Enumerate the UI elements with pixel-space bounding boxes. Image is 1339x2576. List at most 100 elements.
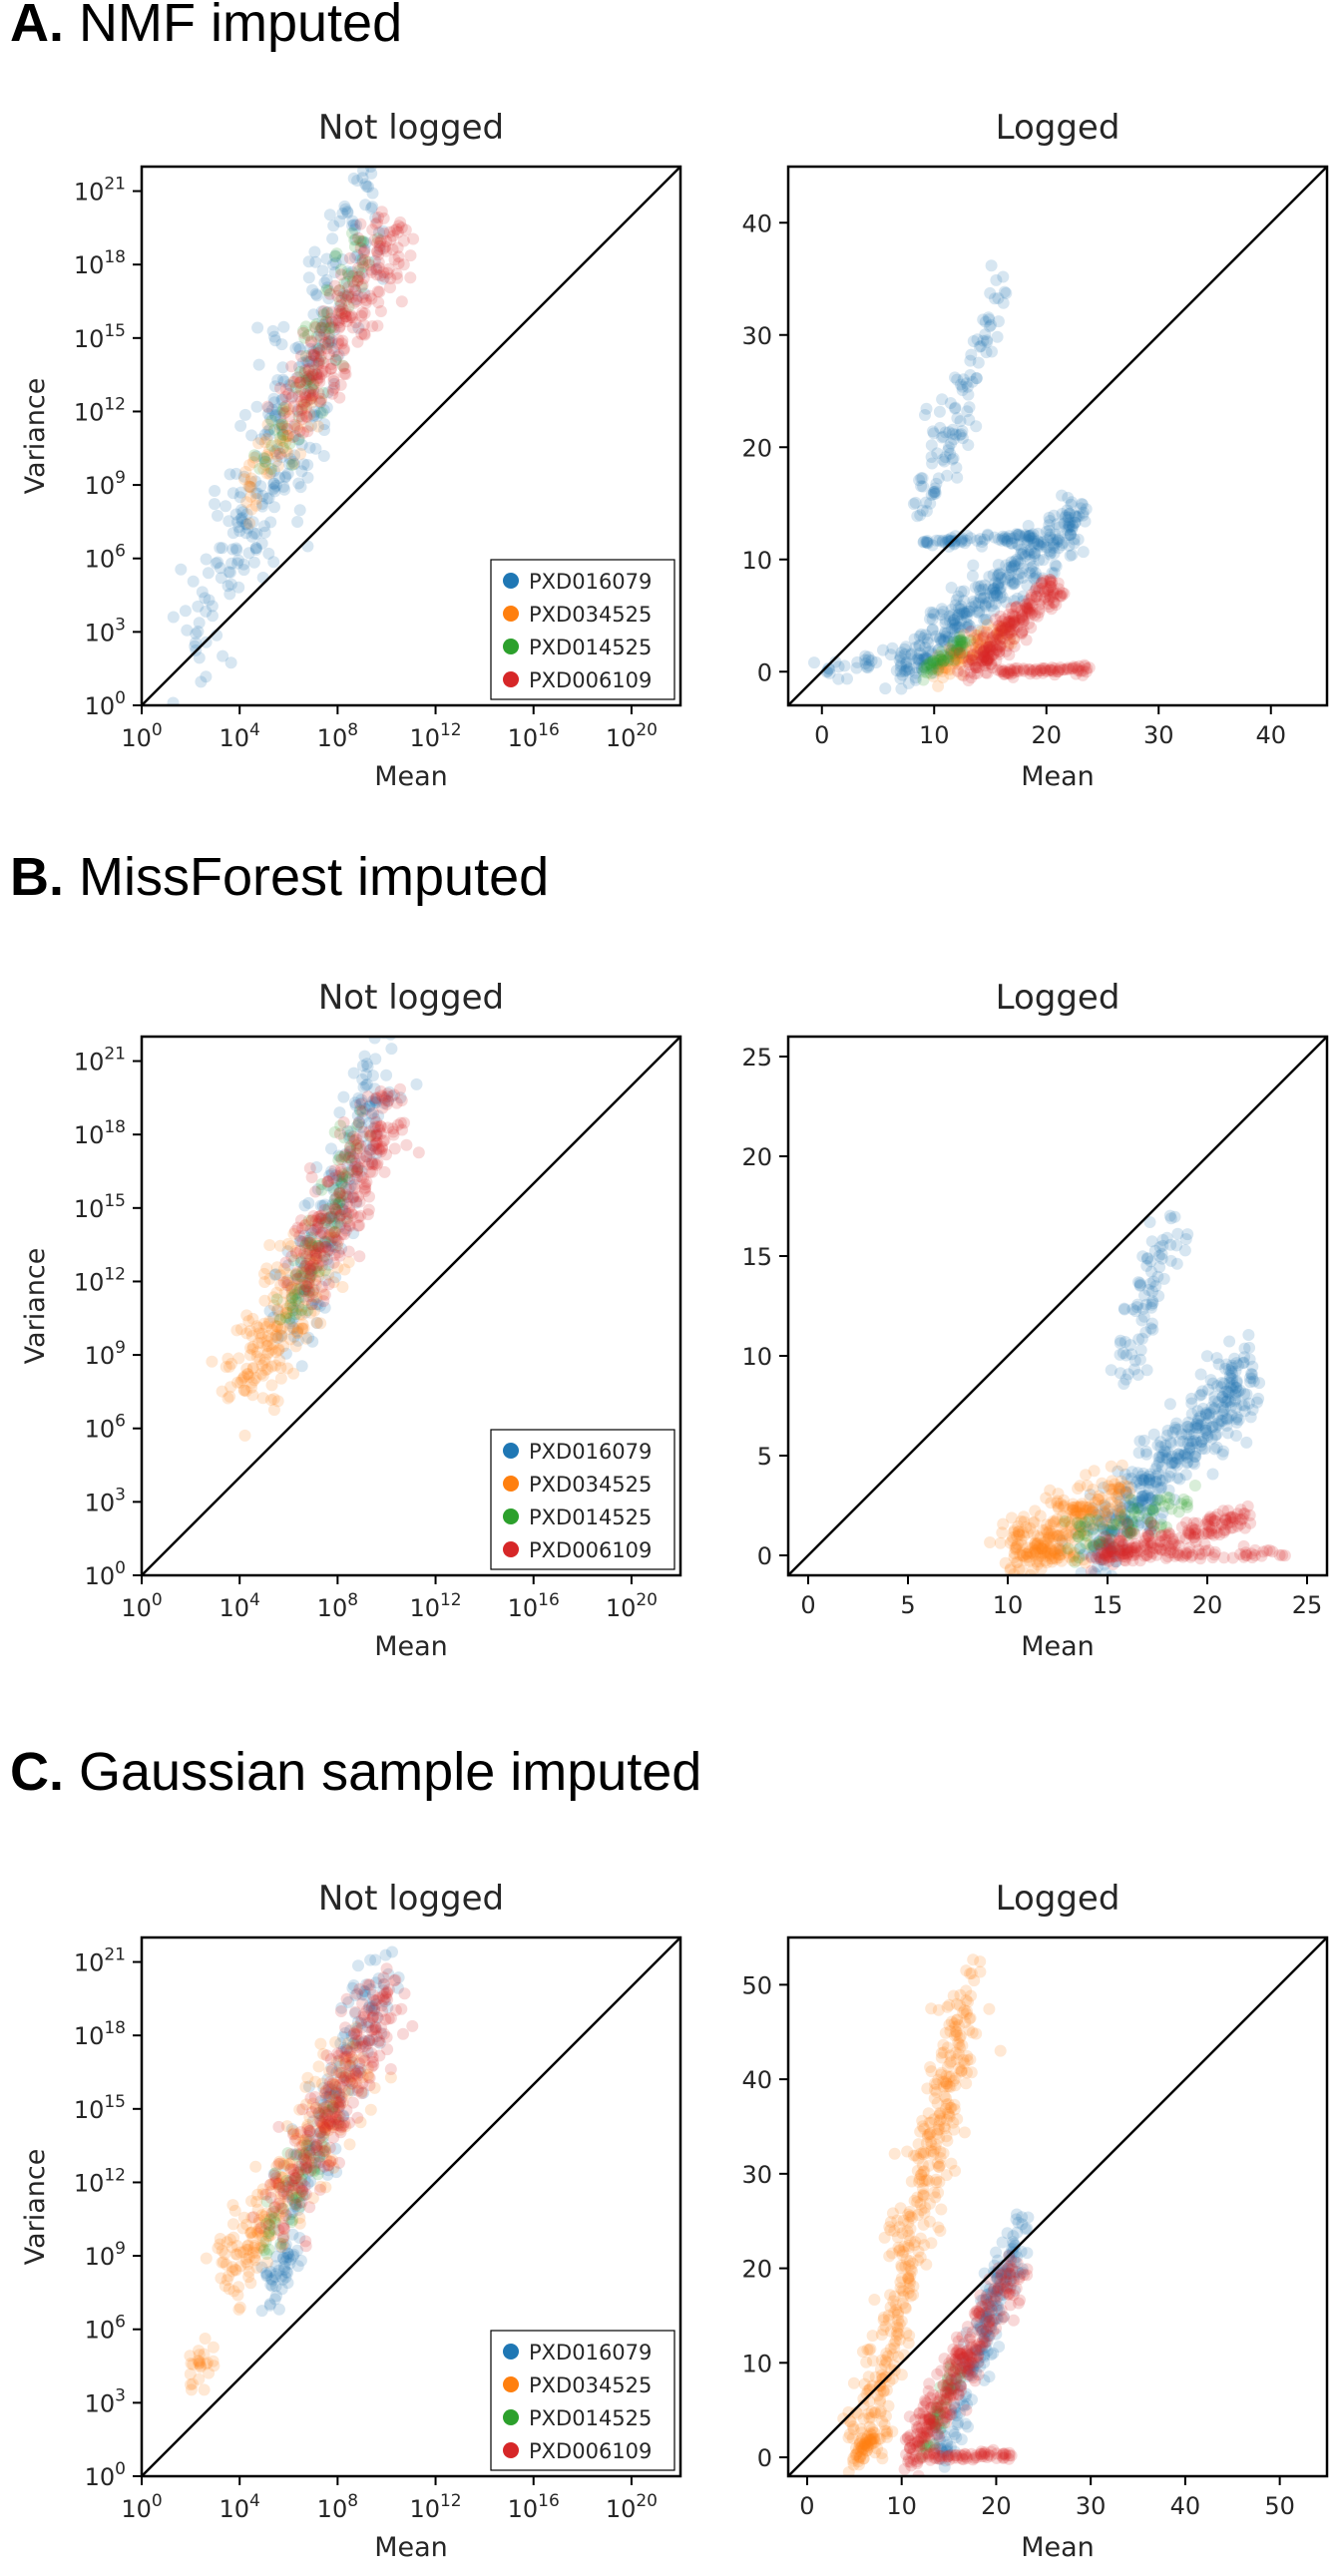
scatter-point <box>387 1128 400 1141</box>
scatter-point <box>1006 626 1019 639</box>
scatter-point <box>1044 663 1057 676</box>
scatter-point <box>281 1279 294 1292</box>
scatter-point <box>227 2285 240 2298</box>
scatter-point <box>994 640 1007 652</box>
scatter-point <box>1051 588 1064 601</box>
scatter-point <box>970 372 983 384</box>
scatter-point <box>397 258 410 271</box>
scatter-point <box>1031 582 1043 595</box>
scatter-point <box>299 320 312 333</box>
scatter-point <box>1069 1503 1082 1516</box>
scatter-point <box>1161 1424 1174 1437</box>
scatter-point <box>1004 621 1017 633</box>
scatter-point <box>980 656 993 669</box>
scatter-point <box>955 536 968 549</box>
scatter-point <box>977 654 990 667</box>
scatter-point <box>1146 1503 1159 1515</box>
scatter-point <box>1094 1519 1107 1532</box>
y-tick-label: 106 <box>85 1412 126 1444</box>
scatter-point <box>334 1209 347 1222</box>
scatter-point <box>1004 664 1017 677</box>
scatter-point <box>301 471 314 484</box>
scatter-point <box>1038 1539 1051 1552</box>
scatter-point <box>1025 591 1038 604</box>
scatter-point <box>975 340 988 352</box>
scatter-point <box>314 395 327 408</box>
scatter-point <box>970 420 983 433</box>
scatter-point <box>1066 496 1078 509</box>
scatter-point <box>899 647 912 660</box>
scatter-point <box>334 1190 347 1203</box>
scatter-point <box>946 623 959 636</box>
scatter-point <box>933 650 946 663</box>
y-tick-label: 103 <box>85 1485 126 1516</box>
scatter-point <box>944 644 957 656</box>
scatter-point <box>983 571 996 583</box>
scatter-point <box>937 430 950 443</box>
legend-label: PXD016079 <box>529 1440 652 1464</box>
scatter-point <box>265 1323 278 1336</box>
scatter-point <box>1077 668 1090 681</box>
scatter-point <box>319 336 331 349</box>
scatter-point <box>307 385 320 398</box>
scatter-point <box>888 2147 901 2160</box>
scatter-point <box>999 667 1012 680</box>
scatter-point <box>354 1097 367 1110</box>
scatter-point <box>956 425 969 438</box>
scatter-point <box>1070 510 1083 523</box>
scatter-point <box>239 527 252 540</box>
scatter-point <box>339 1205 351 1218</box>
legend-label: PXD014525 <box>529 636 652 659</box>
scatter-point <box>307 410 320 423</box>
scatter-point <box>255 1336 268 1349</box>
scatter-point <box>1182 1416 1194 1429</box>
scatter-point <box>349 1098 362 1111</box>
scatter-point <box>356 278 369 291</box>
scatter-point <box>1229 1382 1242 1394</box>
scatter-point <box>377 242 390 255</box>
scatter-point <box>193 617 206 630</box>
scatter-point <box>372 1142 385 1155</box>
scatter-point <box>338 1228 350 1241</box>
scatter-point <box>246 1389 259 1402</box>
scatter-point <box>376 1090 389 1103</box>
scatter-point <box>1118 1336 1131 1348</box>
panel-title: Logged <box>996 1879 1120 1919</box>
scatter-point <box>955 615 967 628</box>
scatter-point <box>1069 516 1082 529</box>
scatter-point <box>314 353 327 366</box>
scatter-point <box>302 363 315 375</box>
scatter-point <box>1012 539 1025 552</box>
scatter-point <box>1232 1359 1245 1372</box>
scatter-point <box>358 1182 371 1195</box>
scatter-point <box>1028 1515 1041 1528</box>
scatter-point <box>955 634 968 646</box>
scatter-point <box>352 321 365 334</box>
scatter-point <box>1028 1527 1040 1540</box>
scatter-point <box>351 1170 363 1183</box>
scatter-point <box>1019 602 1032 615</box>
scatter-point <box>927 655 940 668</box>
scatter-point <box>944 615 956 628</box>
x-tick-label: 104 <box>219 2491 259 2523</box>
scatter-point <box>948 614 961 627</box>
scatter-point <box>340 1992 353 2005</box>
scatter-point <box>320 252 333 265</box>
scatter-point <box>276 434 289 447</box>
scatter-point <box>343 251 356 264</box>
scatter-point <box>962 674 975 686</box>
scatter-point <box>1107 1546 1119 1559</box>
scatter-point <box>239 518 252 531</box>
scatter-point <box>307 1262 320 1275</box>
scatter-point <box>1217 1377 1230 1390</box>
scatter-point <box>315 406 328 419</box>
scatter-point <box>273 1269 286 1282</box>
scatter-point <box>956 384 969 396</box>
scatter-point <box>1049 559 1062 572</box>
scatter-point <box>994 634 1006 646</box>
scatter-point <box>927 654 940 667</box>
scatter-point <box>340 1197 353 1210</box>
scatter-point <box>370 1096 382 1109</box>
scatter-point <box>1145 1512 1158 1525</box>
scatter-point <box>321 281 333 294</box>
